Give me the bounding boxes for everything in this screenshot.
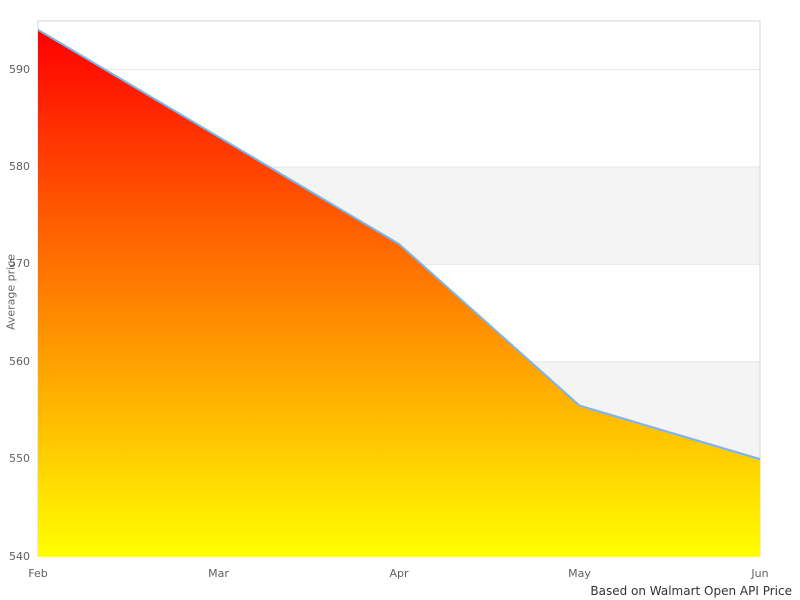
x-tick-label: Jun	[751, 567, 769, 580]
y-tick-label: 580	[9, 160, 30, 174]
y-tick-label: 590	[9, 62, 30, 76]
series-line	[37, 28, 761, 461]
y-tick-label: 540	[9, 549, 30, 563]
x-tick-label: Mar	[208, 567, 229, 580]
x-tick-label: Feb	[28, 567, 48, 580]
x-tick-label: Apr	[389, 567, 409, 580]
x-tick-label: May	[568, 567, 591, 580]
chart-caption: Based on Walmart Open API Price	[590, 584, 792, 598]
area-series	[38, 29, 760, 557]
y-tick-label: 560	[9, 354, 30, 368]
y-tick-label: 570	[9, 257, 30, 271]
y-tick-label: 550	[9, 452, 30, 466]
